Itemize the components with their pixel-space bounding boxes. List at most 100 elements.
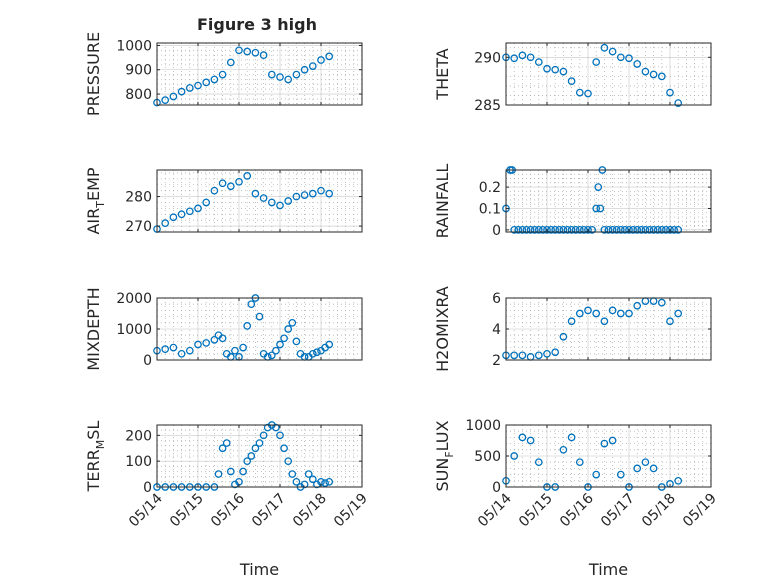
axes-background <box>157 170 362 232</box>
data-point <box>317 56 325 64</box>
data-point <box>169 213 178 222</box>
data-point <box>657 298 666 307</box>
y-tick-label: 0 <box>143 480 152 496</box>
data-point <box>534 58 543 66</box>
data-point <box>304 470 313 478</box>
data-point <box>534 226 543 234</box>
y-tick-label: 270 <box>125 219 152 235</box>
data-point <box>592 58 601 66</box>
data-point <box>600 43 609 52</box>
data-point <box>621 226 629 234</box>
axes-frame <box>156 42 363 106</box>
data-point <box>555 226 564 234</box>
y-tick-label: 2 <box>492 353 501 369</box>
data-point <box>662 226 670 234</box>
data-point <box>604 226 613 234</box>
data-point <box>235 177 243 186</box>
data-point <box>645 226 654 234</box>
data-point <box>161 96 170 104</box>
data-point <box>259 51 268 60</box>
data-point <box>616 226 625 234</box>
data-point <box>551 348 560 357</box>
data-point <box>308 62 317 70</box>
data-point <box>276 340 284 349</box>
data-point <box>543 64 551 73</box>
data-point <box>292 70 301 79</box>
data-point <box>226 467 235 476</box>
y-tick-label: 6 <box>492 291 501 307</box>
data-point <box>657 226 666 234</box>
series-markers <box>153 172 334 233</box>
data-point <box>608 306 617 315</box>
data-point <box>567 317 576 326</box>
data-point <box>276 431 284 440</box>
data-point <box>325 52 334 61</box>
y-axis-label-rest: SL <box>84 421 103 440</box>
axes-frame <box>505 42 712 106</box>
data-point <box>510 54 519 63</box>
data-point <box>588 226 596 234</box>
data-point <box>633 464 642 473</box>
data-point <box>251 189 260 198</box>
data-point <box>243 172 252 180</box>
data-point <box>284 457 293 466</box>
subplot-theta: 285 290 THETA <box>433 42 712 114</box>
data-point <box>177 349 186 358</box>
y-axis-label-subscript: T <box>94 201 107 209</box>
data-point <box>280 444 288 453</box>
data-point <box>534 351 543 360</box>
data-point <box>592 204 601 213</box>
data-point <box>235 46 243 55</box>
data-point <box>276 201 284 210</box>
y-tick-label: 0 <box>492 480 501 496</box>
y-axis-label-main: SUN <box>433 458 452 492</box>
data-point <box>292 477 301 486</box>
data-point <box>567 433 576 442</box>
y-axis-label-subscript: F <box>443 451 456 457</box>
data-point <box>185 346 194 355</box>
data-point <box>510 226 519 234</box>
data-point <box>161 345 170 353</box>
y-tick-label: 0 <box>492 223 501 239</box>
data-point <box>226 182 235 191</box>
data-point <box>288 318 297 327</box>
data-point <box>239 343 247 352</box>
y-tick-label: 280 <box>125 190 152 206</box>
data-point <box>300 191 309 199</box>
figure-title: Figure 3 high <box>197 15 317 34</box>
y-axis-label-subscript: M <box>94 440 107 450</box>
data-point <box>526 226 535 234</box>
data-point <box>551 65 560 74</box>
data-point <box>300 480 309 489</box>
data-point <box>534 458 543 467</box>
data-point <box>259 431 268 440</box>
y-tick-label: 1000 <box>465 418 501 434</box>
data-point <box>592 309 601 318</box>
data-point <box>526 436 535 445</box>
data-point <box>653 226 662 234</box>
data-point <box>674 476 683 485</box>
data-point <box>616 309 625 318</box>
y-tick-label: 2000 <box>116 291 152 307</box>
data-point <box>559 226 568 234</box>
data-point <box>571 226 580 234</box>
data-point <box>584 89 592 98</box>
data-point <box>222 439 231 447</box>
y-tick-label: 290 <box>474 50 501 66</box>
y-axis-label-main: TERR <box>84 449 103 492</box>
data-point <box>239 467 247 476</box>
data-point <box>226 58 235 67</box>
data-point <box>177 87 186 96</box>
data-point <box>567 77 576 86</box>
data-point <box>308 349 317 358</box>
data-point <box>625 309 633 318</box>
data-point <box>214 470 223 478</box>
data-point <box>674 309 683 318</box>
data-point <box>674 226 683 234</box>
data-point <box>325 189 334 198</box>
data-point <box>666 226 674 234</box>
data-point <box>218 444 227 453</box>
x-axis-label: Time <box>239 560 279 579</box>
data-point <box>202 198 211 207</box>
